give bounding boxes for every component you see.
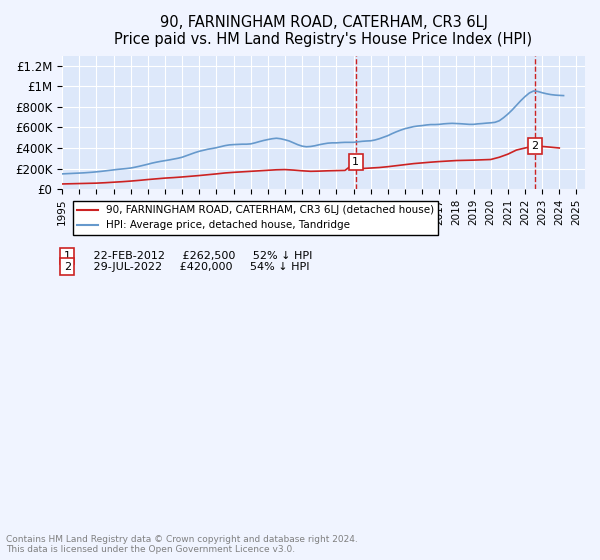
- Text: 1: 1: [352, 157, 359, 167]
- Text: 1: 1: [64, 251, 71, 261]
- Text: Contains HM Land Registry data © Crown copyright and database right 2024.
This d: Contains HM Land Registry data © Crown c…: [6, 535, 358, 554]
- Text: 2: 2: [64, 262, 71, 272]
- Text: 29-JUL-2022     £420,000     54% ↓ HPI: 29-JUL-2022 £420,000 54% ↓ HPI: [83, 262, 310, 272]
- Text: 2: 2: [531, 141, 538, 151]
- Title: 90, FARNINGHAM ROAD, CATERHAM, CR3 6LJ
Price paid vs. HM Land Registry's House P: 90, FARNINGHAM ROAD, CATERHAM, CR3 6LJ P…: [115, 15, 533, 48]
- Text: 22-FEB-2012     £262,500     52% ↓ HPI: 22-FEB-2012 £262,500 52% ↓ HPI: [83, 251, 313, 261]
- Legend: 90, FARNINGHAM ROAD, CATERHAM, CR3 6LJ (detached house), HPI: Average price, det: 90, FARNINGHAM ROAD, CATERHAM, CR3 6LJ (…: [73, 201, 438, 235]
